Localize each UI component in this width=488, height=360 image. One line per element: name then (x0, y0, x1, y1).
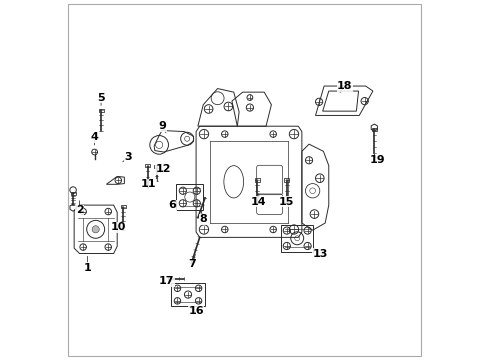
Bar (121, 206, 125, 208)
Text: 14: 14 (250, 197, 266, 207)
Text: 4: 4 (90, 132, 99, 142)
Text: 19: 19 (368, 155, 384, 165)
Bar (154, 165, 159, 168)
Text: 9: 9 (158, 121, 165, 131)
Bar (99, 109, 103, 112)
Text: 17: 17 (159, 276, 174, 286)
Text: 2: 2 (76, 206, 83, 216)
Text: 18: 18 (336, 81, 352, 91)
Text: 15: 15 (279, 197, 294, 207)
Text: 3: 3 (124, 152, 131, 162)
Text: 11: 11 (141, 179, 156, 189)
Text: 1: 1 (83, 263, 91, 273)
Text: 10: 10 (110, 222, 126, 232)
Bar (284, 179, 289, 181)
Text: 6: 6 (168, 200, 176, 210)
Bar (167, 276, 170, 281)
Text: 12: 12 (155, 164, 171, 174)
Bar (145, 164, 150, 167)
Text: 13: 13 (312, 248, 327, 258)
Text: 5: 5 (97, 93, 104, 103)
Bar (254, 179, 259, 181)
Text: 16: 16 (188, 306, 203, 316)
Circle shape (92, 226, 99, 233)
Text: 8: 8 (199, 215, 207, 224)
Bar (70, 192, 76, 195)
Bar (371, 127, 376, 131)
Text: 7: 7 (188, 259, 196, 269)
